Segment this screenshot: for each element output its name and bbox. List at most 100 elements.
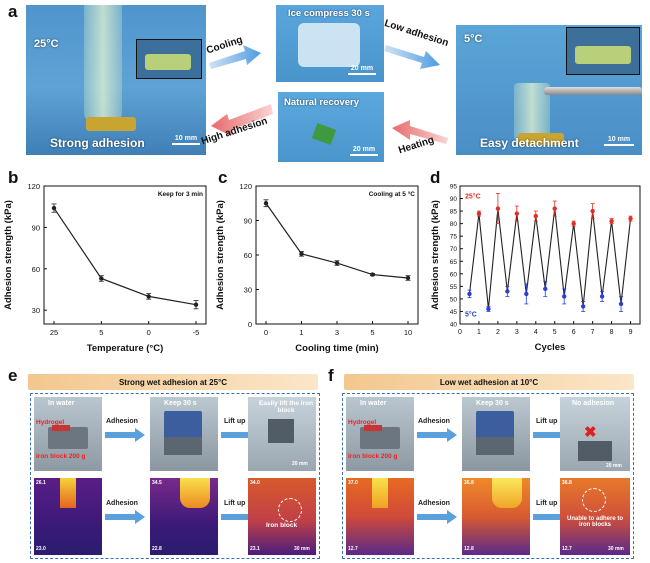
y-tick-label: 0 — [248, 320, 252, 329]
data-point — [628, 216, 633, 221]
x-tick-label: 5 — [370, 328, 374, 337]
data-point — [590, 208, 595, 214]
y-tick-label: 90 — [244, 217, 252, 226]
data-point — [495, 206, 501, 211]
f-thermal-1: 37.0 12.7 — [346, 478, 414, 555]
data-point — [609, 218, 614, 224]
y-axis-label: Adhesion strength (kPa) — [3, 200, 14, 310]
y-tick-label: 40 — [450, 322, 458, 329]
high-temp-label: 25°C — [465, 193, 481, 201]
data-point — [193, 302, 199, 307]
inset-image — [136, 39, 202, 79]
data-point — [405, 275, 411, 281]
hydrogel-strand — [84, 5, 122, 123]
plot-frame — [255, 185, 419, 325]
scale-bar: 20 mm — [348, 65, 376, 75]
temp-label-25: 25°C — [34, 38, 59, 50]
x-tick-label: 3 — [515, 329, 519, 336]
x-tick-label: 5 — [99, 328, 103, 337]
data-point — [299, 251, 304, 257]
caption-natural-recovery: Natural recovery — [284, 97, 359, 108]
chart-b: 30 60 90 120 25 5 0 -5 Keep for 3 min Temperature… — [3, 182, 207, 354]
x-tick-label: 0 — [264, 328, 268, 337]
x-tick-label: 7 — [591, 329, 595, 336]
f-thermal-2: 36.8 12.8 — [462, 478, 530, 555]
y-tick-label: 80 — [450, 221, 458, 228]
inset-image — [566, 27, 640, 75]
x-tick-label: 25 — [50, 328, 58, 337]
series-line — [468, 208, 632, 309]
photo-strong-adhesion: 25°C Strong adhesion 10 mm — [26, 5, 206, 155]
e-photo-in-water: In water Hydrogel Iron block 200 g — [34, 397, 102, 471]
banner-strong-wet-adhesion: Strong wet adhesion at 25°C — [28, 374, 318, 390]
low-adhesion-arrow — [384, 45, 440, 69]
data-point — [467, 291, 472, 297]
e-photo-keep: Keep 30 s — [150, 397, 218, 471]
x-tick-label: 4 — [534, 329, 538, 336]
x-tick-label: 2 — [496, 329, 500, 336]
data-point — [618, 301, 624, 307]
tweezers — [544, 87, 642, 95]
f-thermal-3: Unable to adhere to iron blocks 36.8 12.… — [560, 478, 630, 555]
y-axis-label: Adhesion strength (kPa) — [430, 200, 441, 310]
y-tick-label: 60 — [32, 265, 40, 274]
y-tick-label: 85 — [450, 209, 458, 216]
heating-arrow — [392, 120, 448, 144]
y-tick-label: 95 — [450, 184, 458, 191]
caption-strong-adhesion: Strong adhesion — [50, 136, 145, 150]
e-thermal-3: Iron block 34.0 23.1 30 mm — [248, 478, 316, 555]
data-point — [486, 306, 491, 312]
x-axis-label: Cycles — [535, 342, 566, 353]
x-tick-label: 10 — [404, 328, 412, 337]
plot-frame — [459, 185, 641, 325]
y-tick-label: 55 — [450, 284, 458, 291]
photo-easy-detachment: 5°C Easy detachment 10 mm — [456, 25, 642, 155]
chart-annotation: Cooling at 5 °C — [369, 190, 416, 198]
x-tick-label: 1 — [299, 328, 303, 337]
hydrogel-label: Hydrogel — [348, 419, 377, 426]
data-point — [562, 294, 567, 299]
e-photo-lift: Easily lift the iron block 20 mm — [248, 397, 316, 471]
adhesion-arrow — [105, 510, 145, 524]
x-tick-label: 3 — [335, 328, 339, 337]
y-tick-label: 45 — [450, 309, 458, 316]
x-tick-label: 8 — [610, 329, 614, 336]
y-tick-label: 50 — [450, 296, 458, 303]
y-tick-label: 30 — [32, 306, 40, 315]
data-point — [514, 211, 520, 216]
panel-e-frame — [30, 393, 320, 559]
photo-natural-recovery: Natural recovery 20 mm — [278, 92, 384, 162]
ice-pack — [298, 23, 360, 67]
scale-bar: 10 mm — [604, 136, 634, 146]
panel-b-label: b — [8, 168, 19, 187]
unable-label: Unable to adhere to iron blocks — [566, 516, 623, 528]
banner-low-wet-adhesion: Low wet adhesion at 10°C — [344, 374, 634, 390]
chart-annotation: Keep for 3 min — [158, 191, 203, 198]
panel-f-frame — [342, 393, 634, 559]
temp-label-5: 5°C — [464, 33, 483, 45]
x-tick-label: 1 — [477, 329, 481, 336]
panel-a-label: a — [8, 2, 18, 21]
y-tick-label: 60 — [450, 271, 458, 278]
adhesion-arrow — [417, 428, 457, 442]
y-tick-label: 65 — [450, 259, 458, 266]
caption-ice-compress: Ice compress 30 s — [288, 8, 370, 19]
hydrogel-pad — [86, 117, 136, 131]
photo-ice-compress: Ice compress 30 s 20 mm — [276, 5, 384, 82]
data-point — [599, 294, 605, 299]
x-axis-label: Cooling time (min) — [295, 343, 378, 354]
y-tick-label: 120 — [27, 182, 40, 191]
data-point — [543, 286, 548, 292]
x-tick-label: 9 — [629, 329, 633, 336]
scale-bar: 10 mm — [172, 135, 200, 145]
f-photo-keep: Keep 30 s — [462, 397, 530, 471]
hydrogel-label: Hydrogel — [36, 419, 65, 426]
scale-bar: 20 mm — [350, 146, 378, 156]
low-temp-label: 5°C — [465, 310, 477, 318]
hydrogel-sample — [311, 123, 337, 145]
data-point — [580, 304, 586, 309]
data-point — [552, 206, 557, 211]
adhesion-arrow — [417, 510, 457, 524]
y-tick-label: 75 — [450, 234, 458, 241]
y-tick-label: 90 — [32, 223, 40, 232]
